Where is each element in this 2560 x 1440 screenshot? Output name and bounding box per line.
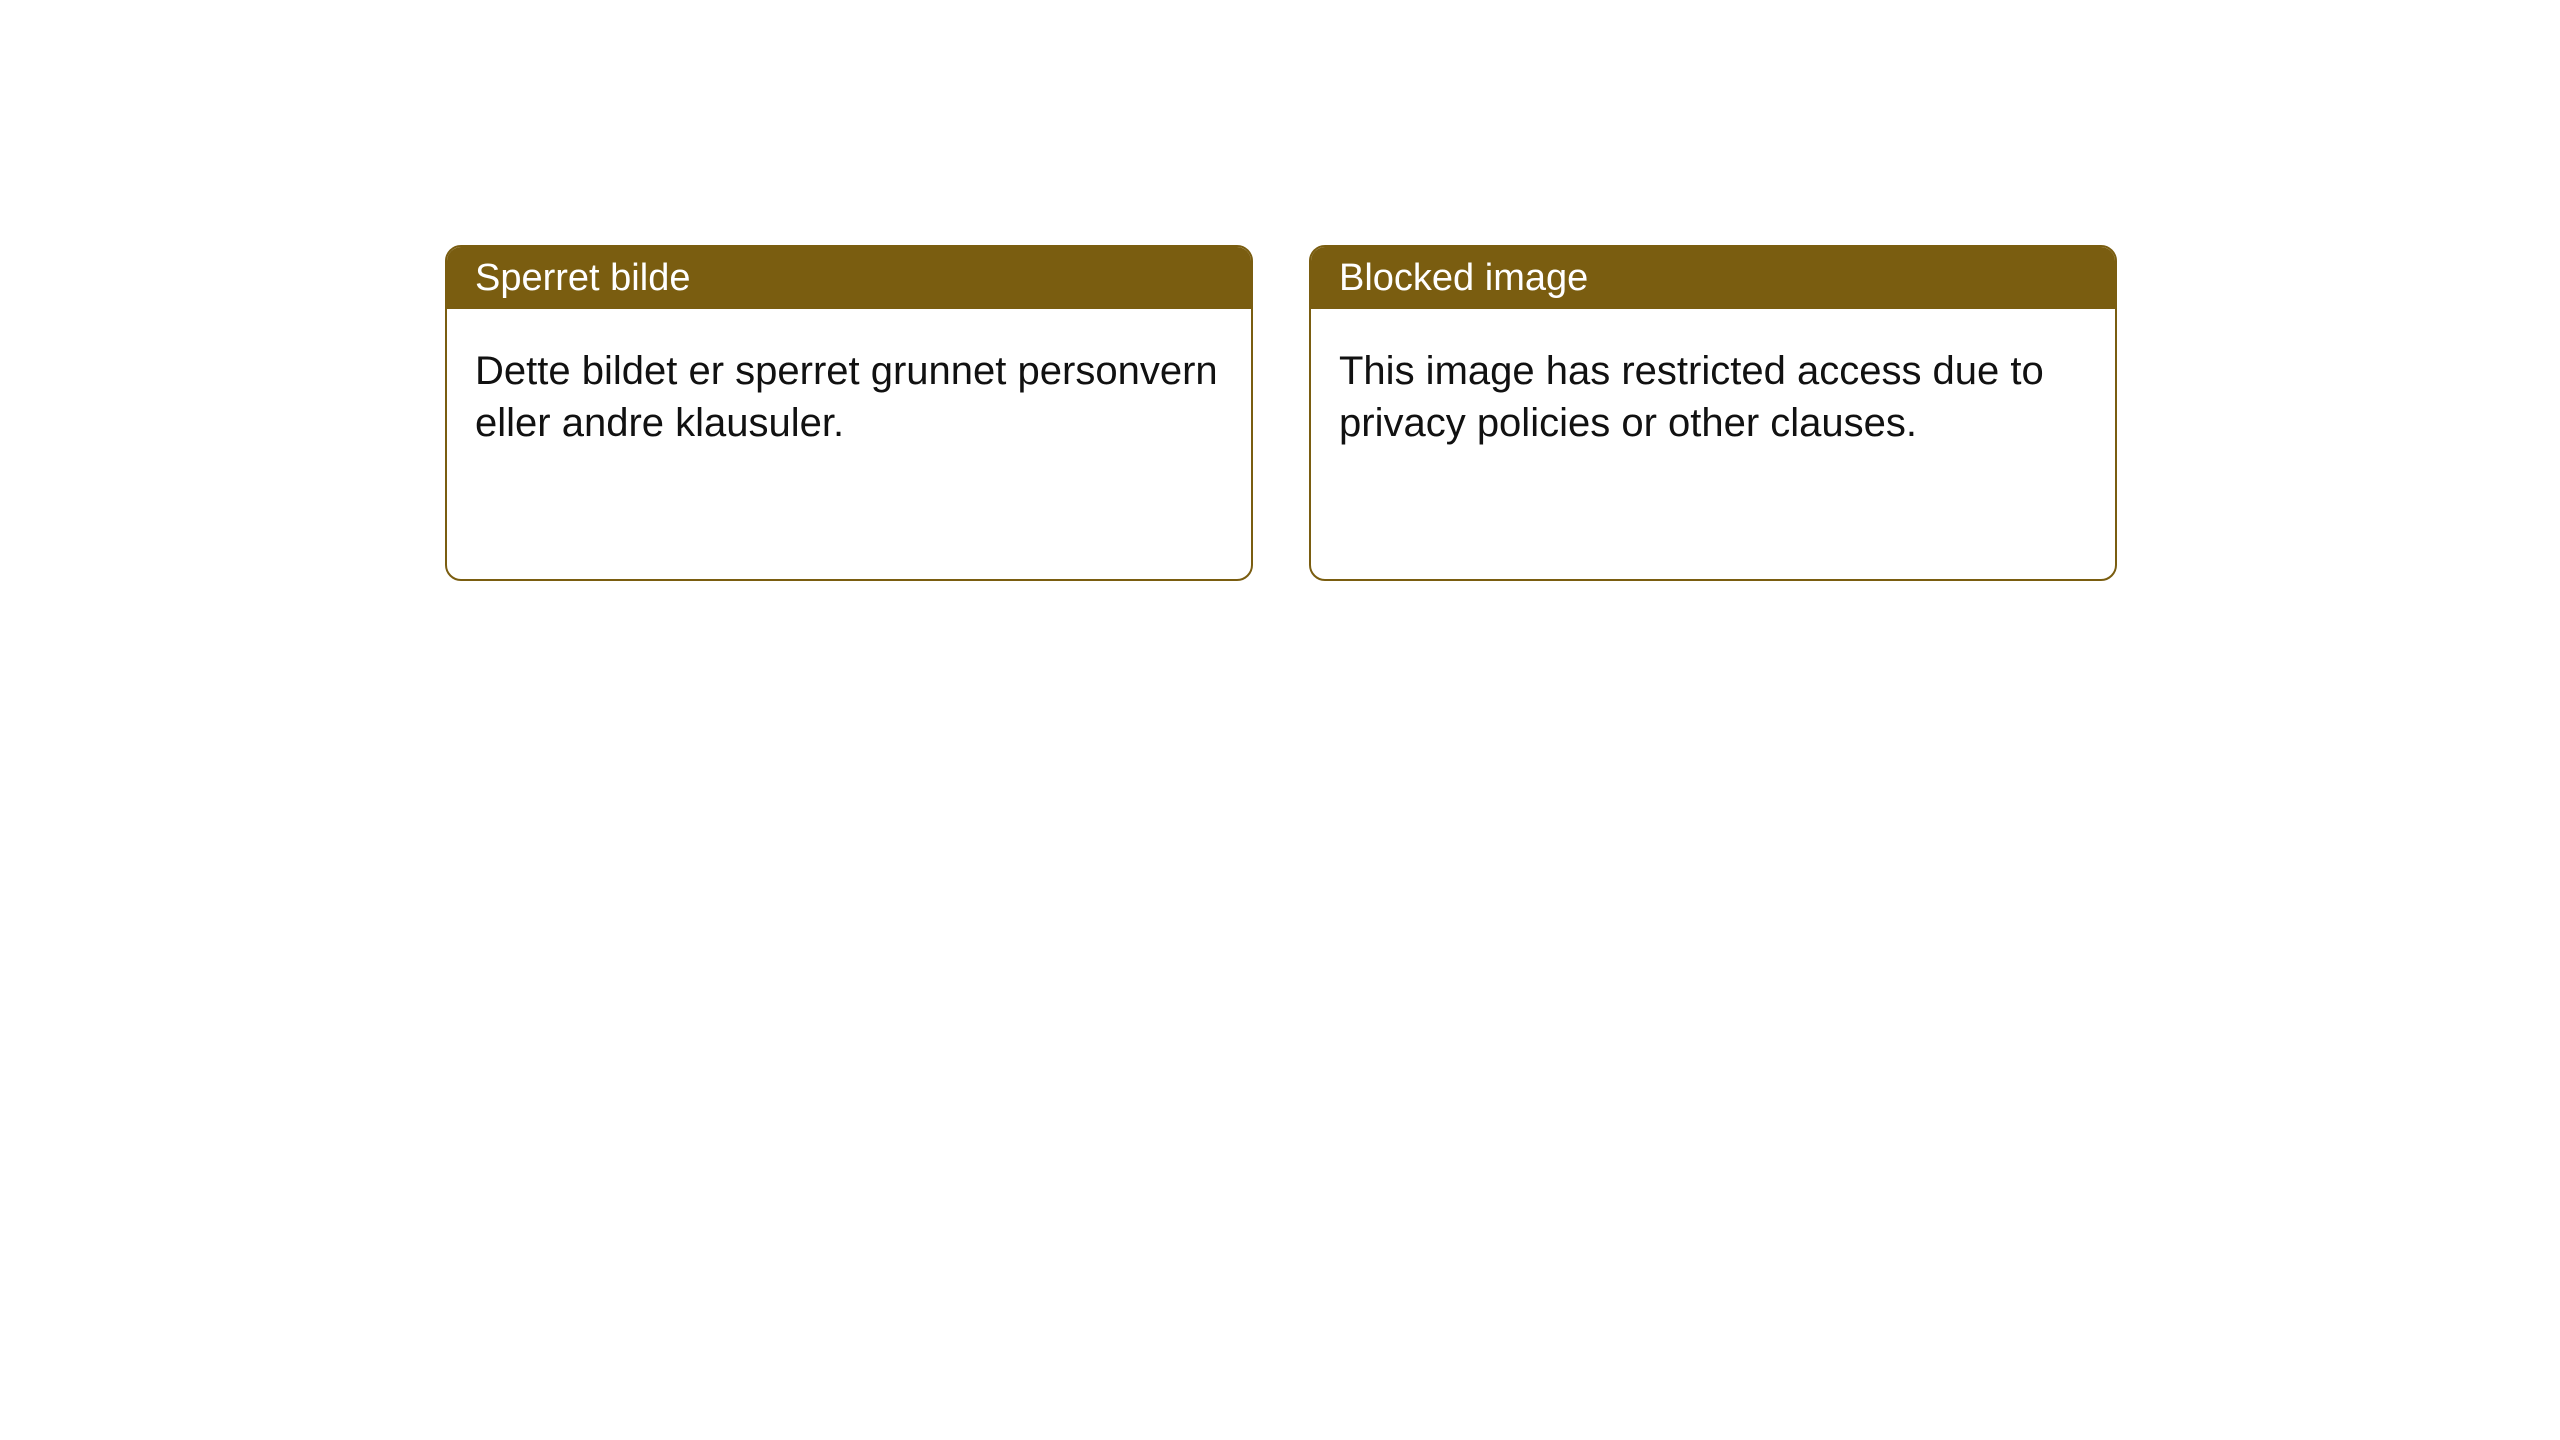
card-title: Blocked image <box>1339 257 1588 300</box>
blocked-image-card-no: Sperret bilde Dette bildet er sperret gr… <box>445 245 1253 581</box>
card-title: Sperret bilde <box>475 257 690 300</box>
card-body: Dette bildet er sperret grunnet personve… <box>447 309 1251 485</box>
card-header: Sperret bilde <box>447 247 1251 309</box>
notice-cards-container: Sperret bilde Dette bildet er sperret gr… <box>0 0 2560 581</box>
card-body: This image has restricted access due to … <box>1311 309 2115 485</box>
card-header: Blocked image <box>1311 247 2115 309</box>
card-body-text: This image has restricted access due to … <box>1339 349 2044 445</box>
blocked-image-card-en: Blocked image This image has restricted … <box>1309 245 2117 581</box>
card-body-text: Dette bildet er sperret grunnet personve… <box>475 349 1218 445</box>
